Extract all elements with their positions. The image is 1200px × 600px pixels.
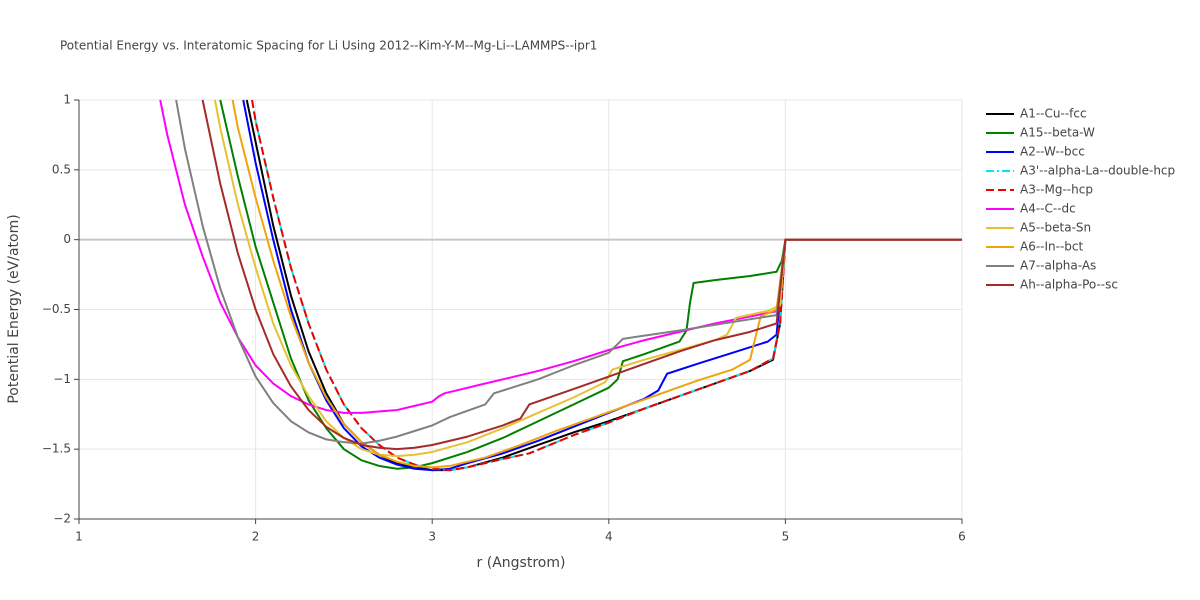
x-tick-label: 1	[75, 530, 83, 544]
x-tick-label: 4	[605, 530, 613, 544]
plot-area	[159, 99, 962, 472]
legend-label: A3--Mg--hcp	[1020, 183, 1093, 197]
legend-label: Ah--alpha-Po--sc	[1020, 278, 1118, 292]
y-tick-label: −0.5	[42, 302, 71, 316]
x-tick-label: 6	[958, 530, 966, 544]
legend-label: A2--W--bcc	[1020, 145, 1085, 159]
legend: A1--Cu--fcc A15--beta-W A2--W--bcc A3'--alp…	[986, 107, 1175, 292]
x-tick-label: 5	[782, 530, 790, 544]
legend-label: A4--C--dc	[1020, 202, 1076, 216]
y-axis-title: Potential Energy (eV/atom)	[6, 214, 22, 403]
series-line	[201, 99, 962, 451]
legend-label: A15--beta-W	[1020, 126, 1095, 140]
y-tick-label: −2	[53, 512, 71, 526]
x-tick-label: 3	[428, 530, 436, 544]
y-tick-label: 0	[63, 232, 71, 246]
y-tick-label: −1.5	[42, 442, 71, 456]
series-line	[213, 99, 962, 458]
series-line	[231, 99, 962, 469]
series-line	[175, 99, 962, 445]
x-axis-title: r (Angstrom)	[477, 555, 566, 571]
y-tick-label: 1	[63, 93, 71, 107]
legend-label: A5--beta-Sn	[1020, 221, 1091, 235]
legend-label: A1--Cu--fcc	[1020, 107, 1087, 121]
legend-label: A3'--alpha-La--double-hcp	[1020, 164, 1175, 178]
y-tick-label: 0.5	[52, 162, 71, 176]
chart-title: Potential Energy vs. Interatomic Spacing…	[60, 39, 597, 53]
y-tick-label: −1	[53, 372, 71, 386]
series-line	[219, 99, 962, 470]
x-tick-label: 2	[252, 530, 260, 544]
series-line	[251, 99, 962, 472]
legend-label: A6--In--bct	[1020, 240, 1084, 254]
legend-label: A7--alpha-As	[1020, 259, 1096, 273]
